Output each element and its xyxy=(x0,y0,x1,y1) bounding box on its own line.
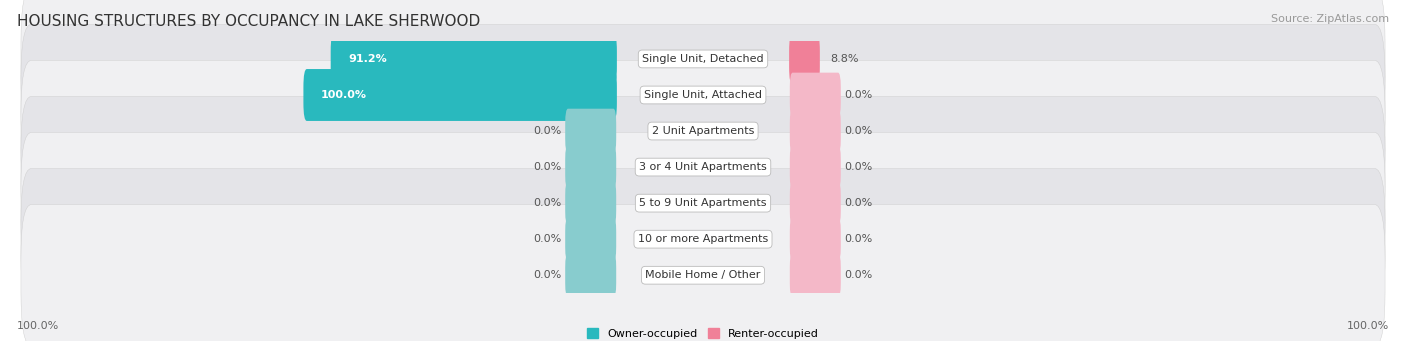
FancyBboxPatch shape xyxy=(21,24,1385,166)
FancyBboxPatch shape xyxy=(790,181,841,225)
FancyBboxPatch shape xyxy=(21,60,1385,202)
Text: 100.0%: 100.0% xyxy=(321,90,367,100)
FancyBboxPatch shape xyxy=(565,217,616,262)
Text: 0.0%: 0.0% xyxy=(533,162,562,172)
FancyBboxPatch shape xyxy=(790,145,841,190)
Text: Single Unit, Attached: Single Unit, Attached xyxy=(644,90,762,100)
FancyBboxPatch shape xyxy=(790,73,841,117)
FancyBboxPatch shape xyxy=(21,205,1385,341)
Text: 10 or more Apartments: 10 or more Apartments xyxy=(638,234,768,244)
FancyBboxPatch shape xyxy=(21,168,1385,310)
Text: 0.0%: 0.0% xyxy=(533,198,562,208)
Text: 8.8%: 8.8% xyxy=(830,54,859,64)
Text: 0.0%: 0.0% xyxy=(844,90,873,100)
FancyBboxPatch shape xyxy=(565,181,616,225)
FancyBboxPatch shape xyxy=(789,33,820,85)
Text: 0.0%: 0.0% xyxy=(533,270,562,280)
Text: 3 or 4 Unit Apartments: 3 or 4 Unit Apartments xyxy=(640,162,766,172)
FancyBboxPatch shape xyxy=(565,145,616,190)
FancyBboxPatch shape xyxy=(330,33,617,85)
FancyBboxPatch shape xyxy=(304,69,617,121)
Text: Source: ZipAtlas.com: Source: ZipAtlas.com xyxy=(1271,14,1389,24)
Text: 0.0%: 0.0% xyxy=(844,162,873,172)
Text: Single Unit, Detached: Single Unit, Detached xyxy=(643,54,763,64)
FancyBboxPatch shape xyxy=(565,109,616,153)
Text: HOUSING STRUCTURES BY OCCUPANCY IN LAKE SHERWOOD: HOUSING STRUCTURES BY OCCUPANCY IN LAKE … xyxy=(17,14,479,29)
Text: 0.0%: 0.0% xyxy=(844,270,873,280)
Text: 100.0%: 100.0% xyxy=(17,321,59,331)
Text: 5 to 9 Unit Apartments: 5 to 9 Unit Apartments xyxy=(640,198,766,208)
Text: 2 Unit Apartments: 2 Unit Apartments xyxy=(652,126,754,136)
Text: 91.2%: 91.2% xyxy=(347,54,387,64)
FancyBboxPatch shape xyxy=(21,0,1385,130)
FancyBboxPatch shape xyxy=(790,109,841,153)
Text: Mobile Home / Other: Mobile Home / Other xyxy=(645,270,761,280)
Text: 0.0%: 0.0% xyxy=(533,234,562,244)
FancyBboxPatch shape xyxy=(21,97,1385,238)
FancyBboxPatch shape xyxy=(21,133,1385,274)
FancyBboxPatch shape xyxy=(565,253,616,298)
Text: 0.0%: 0.0% xyxy=(533,126,562,136)
Text: 0.0%: 0.0% xyxy=(844,234,873,244)
Text: 0.0%: 0.0% xyxy=(844,198,873,208)
Text: 0.0%: 0.0% xyxy=(844,126,873,136)
FancyBboxPatch shape xyxy=(790,217,841,262)
Text: 100.0%: 100.0% xyxy=(1347,321,1389,331)
Legend: Owner-occupied, Renter-occupied: Owner-occupied, Renter-occupied xyxy=(582,324,824,341)
FancyBboxPatch shape xyxy=(790,253,841,298)
